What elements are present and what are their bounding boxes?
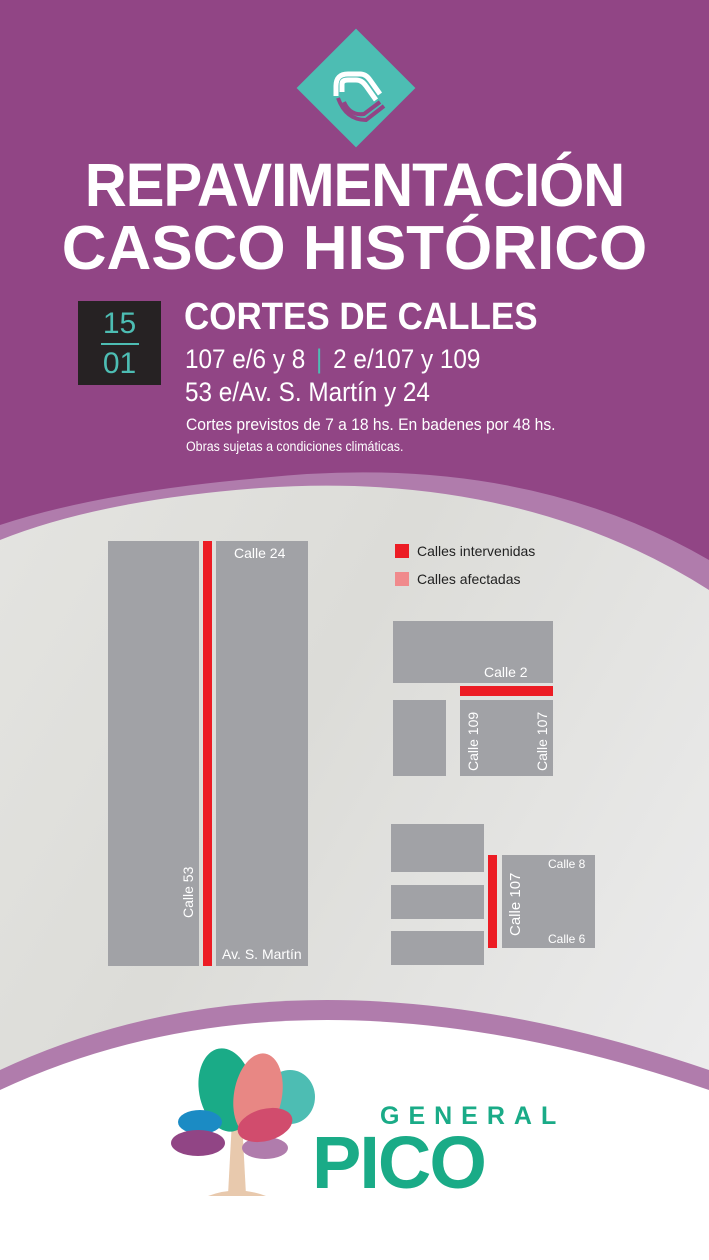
map3-block-2 — [391, 885, 484, 919]
map1-block-left — [108, 541, 199, 966]
map1-label-bottom: Av. S. Martín — [222, 946, 302, 962]
title-line2: CASCO HISTÓRICO — [61, 214, 648, 283]
map1-block-right — [216, 541, 308, 966]
map1-label-top: Calle 24 — [234, 545, 286, 561]
legend-swatch — [395, 572, 409, 586]
logo-text-general: GENERAL — [380, 1102, 566, 1130]
date-divider — [100, 343, 139, 345]
map1-closed-street — [203, 541, 212, 966]
map2-block-top — [393, 621, 553, 683]
disclaimer-text: Obras sujetas a condiciones climáticas. — [186, 439, 404, 454]
map3-label-vertical: Calle 107 — [507, 872, 524, 936]
streets-separator: | — [316, 344, 323, 374]
map2-label-left: Calle 109 — [465, 711, 481, 771]
footer-band — [0, 1020, 709, 1260]
map2-label-right: Calle 107 — [534, 711, 550, 771]
legend-swatch — [395, 544, 409, 558]
streets-b: 2 e/107 y 109 — [333, 344, 481, 374]
streets-line1: 107 e/6 y 8 | 2 e/107 y 109 — [185, 344, 480, 375]
map3-label-bottom: Calle 6 — [548, 932, 586, 946]
map3-block-1 — [391, 824, 484, 872]
legend-label: Calles afectadas — [417, 571, 521, 587]
date-badge: 15 01 — [78, 301, 161, 385]
tree-logo-icon — [171, 1048, 315, 1196]
map1-label-vertical: Calle 53 — [180, 866, 196, 918]
map3-block-right — [502, 855, 595, 948]
streets-line2: 53 e/Av. S. Martín y 24 — [185, 377, 430, 407]
date-day: 15 — [102, 307, 137, 340]
map3-closed-street — [488, 855, 497, 948]
map2-block-left — [393, 700, 446, 776]
streets-a: 107 e/6 y 8 — [185, 344, 306, 374]
map3-block-3 — [391, 931, 484, 965]
schedule-text: Cortes previstos de 7 a 18 hs. En badene… — [186, 415, 556, 434]
map2-closed-street — [460, 686, 553, 696]
map2-label-horizontal: Calle 2 — [484, 664, 528, 680]
legend-item-affected: Calles afectadas — [395, 571, 521, 587]
logo-text-pico: PICO — [312, 1121, 487, 1204]
date-month: 01 — [102, 347, 137, 380]
legend-label: Calles intervenidas — [417, 543, 536, 559]
map2-block-right — [460, 700, 553, 776]
map3-label-top: Calle 8 — [548, 857, 586, 871]
header-band — [0, 0, 709, 560]
title-line1: REPAVIMENTACIÓN — [84, 151, 625, 220]
notice-heading: CORTES DE CALLES — [184, 296, 538, 338]
legend-item-intervened: Calles intervenidas — [395, 543, 535, 559]
